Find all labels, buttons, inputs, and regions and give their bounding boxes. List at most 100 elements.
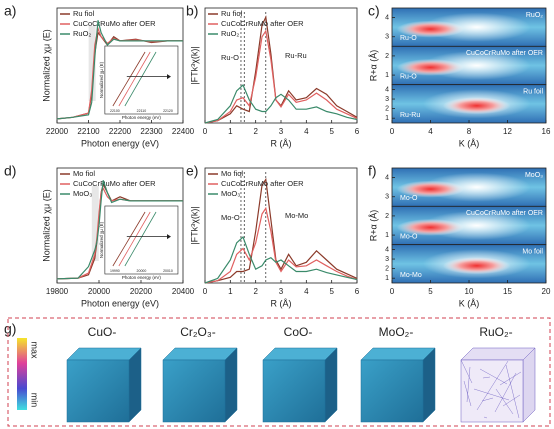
x-tick-label: 0: [390, 287, 395, 296]
cube-bond: [463, 380, 472, 407]
bond-label: Ru-O: [400, 74, 417, 81]
legend-label: RuO₂: [73, 29, 91, 38]
inset-tick-label: 19990: [110, 269, 120, 273]
bond-label: Ru-Ru: [400, 112, 420, 119]
cube-top: [66, 347, 142, 361]
cube-front: [66, 359, 130, 423]
cube-bond: [483, 416, 488, 419]
legend-label: MoO₃: [221, 189, 240, 198]
x-tick-label: 22200: [109, 127, 132, 136]
annotation: Ru-Ru: [285, 51, 307, 60]
inset-tick-label: 20000: [137, 269, 147, 273]
panel-label: f): [368, 163, 377, 179]
cube-side: [224, 347, 238, 423]
cube-bond: [495, 388, 514, 415]
y-axis-label: Normalized χμ (E): [41, 189, 51, 261]
y-tick-label: 1: [385, 275, 389, 282]
panel-label: g): [4, 321, 16, 337]
cube-front: [360, 359, 424, 423]
cube-side: [324, 347, 338, 423]
cube-bond: [502, 394, 521, 407]
cube-bond: [460, 359, 473, 384]
wavelet-hotspot: [396, 20, 465, 38]
bond-label: Mo-O: [400, 234, 418, 241]
strip-label: Ru foil: [523, 89, 543, 96]
x-tick-label: 20400: [172, 287, 195, 296]
wavelet-hotspot: [396, 180, 465, 198]
cube-top: [360, 347, 436, 361]
x-tick-label: 20000: [88, 287, 111, 296]
cube-bond: [473, 388, 510, 401]
x-tick-label: 5: [428, 287, 433, 296]
inset-curve: [112, 211, 146, 267]
y-tick-label: 4: [385, 246, 389, 253]
y-tick-label: 2: [385, 105, 389, 112]
x-tick-label: 10: [465, 287, 474, 296]
inset-tick-label: 22100: [110, 109, 120, 113]
cube-side: [128, 347, 142, 423]
legend-label: CuCoCrRuMo after OER: [73, 179, 156, 188]
x-tick-label: 22300: [140, 127, 163, 136]
colorbar-min: min: [30, 393, 40, 408]
x-tick-label: 4: [304, 287, 309, 296]
annotation: Mo-O: [221, 213, 240, 222]
legend-label: MoO₃: [73, 189, 92, 198]
x-tick-label: 3: [279, 287, 284, 296]
cube-top: [262, 347, 338, 361]
series-line: [204, 83, 358, 124]
series-line: [204, 29, 358, 124]
cube-top: [162, 347, 238, 361]
x-tick-label: 22400: [172, 127, 195, 136]
y-tick-label: 3: [385, 194, 389, 201]
inset-curve: [124, 211, 157, 267]
inset-frame: [104, 45, 179, 115]
x-tick-label: 20: [542, 287, 551, 296]
x-axis-label: Photon energy (eV): [81, 138, 159, 148]
series-line: [204, 177, 358, 284]
x-axis-label: R (Å): [271, 138, 292, 148]
structure-label: CoO-: [284, 325, 313, 339]
series-line: [204, 235, 358, 284]
strip-label: MoO₃: [525, 172, 543, 179]
edge-highlight: [88, 26, 96, 101]
legend-label: CuCoCrRuMo after OER: [221, 179, 304, 188]
plot-frame: [56, 167, 184, 284]
panel-label: d): [4, 163, 16, 179]
inset-x-label: Photon energy (eV): [122, 275, 162, 280]
cube-bond: [481, 397, 494, 402]
x-tick-label: 6: [355, 127, 360, 136]
y-tick-label: 2: [385, 53, 389, 60]
inset-curve: [124, 51, 157, 107]
annotation: Ru-O: [221, 53, 239, 62]
cube-bond: [466, 366, 471, 403]
cube-bond: [479, 368, 508, 385]
series-line: [204, 206, 358, 284]
x-tick-label: 12: [503, 127, 512, 136]
inset-arrowhead: [166, 234, 171, 240]
x-tick-label: 2: [253, 127, 258, 136]
x-tick-label: 1: [228, 287, 233, 296]
x-tick-label: 20200: [130, 287, 153, 296]
x-axis-label: R (Å): [271, 298, 292, 308]
y-tick-label: 2: [385, 213, 389, 220]
strip-label: CuCoCrRuMo after OER: [466, 50, 543, 57]
wavelet-hotspot: [442, 97, 511, 115]
cube-side: [522, 347, 536, 423]
legend-label: RuO₂: [221, 29, 239, 38]
wavelet-hotspot: [396, 218, 465, 236]
inset-tick-label: 20010: [163, 269, 173, 273]
y-axis-label: R+α (Å): [368, 50, 378, 81]
bond-label: Mo-O: [400, 195, 418, 202]
y-tick-label: 3: [385, 96, 389, 103]
inset-arrowhead: [166, 74, 171, 80]
x-axis-label: Photon energy (eV): [81, 298, 159, 308]
inset-curve: [118, 51, 151, 107]
legend-label: Ru fiol: [221, 9, 243, 18]
inset-frame: [104, 205, 179, 275]
inset-curve: [112, 51, 146, 107]
strip-label: RuO₂: [526, 12, 543, 19]
panel-label: a): [4, 3, 16, 19]
strip-label: Mo foil: [522, 249, 543, 256]
inset-x-label: Photon energy (eV): [122, 115, 162, 120]
